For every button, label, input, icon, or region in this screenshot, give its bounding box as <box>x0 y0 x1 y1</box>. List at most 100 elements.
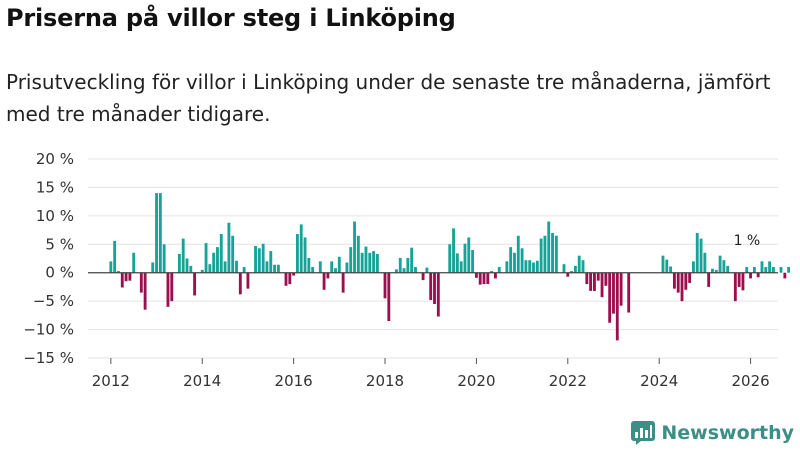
x-tick-label: 2018 <box>366 372 404 390</box>
bar <box>166 272 170 307</box>
bar <box>322 272 326 290</box>
y-tick-label: 0 % <box>45 264 74 282</box>
bar <box>562 264 566 273</box>
bar <box>718 255 722 273</box>
bar <box>509 247 513 273</box>
bar <box>490 271 494 273</box>
bar <box>356 235 360 273</box>
bar <box>676 272 680 293</box>
bar <box>467 237 471 273</box>
bar <box>452 228 455 273</box>
bar <box>307 257 311 273</box>
bar <box>375 253 379 273</box>
bar <box>349 247 353 273</box>
bar <box>692 261 695 273</box>
bar <box>372 251 376 273</box>
bar <box>216 247 219 273</box>
bar <box>177 253 181 273</box>
bar <box>318 261 322 273</box>
bar <box>436 272 440 317</box>
bar <box>345 262 349 273</box>
bar <box>311 267 315 273</box>
bar <box>402 268 406 273</box>
chart-subtitle: Prisutveckling för villor i Linköping un… <box>6 70 771 126</box>
bar <box>665 259 669 273</box>
bar <box>714 269 718 273</box>
bar <box>600 272 604 298</box>
bar <box>170 272 174 302</box>
x-tick-label: 2024 <box>640 372 678 390</box>
bar <box>288 272 292 285</box>
bar <box>448 244 452 273</box>
bar <box>124 272 128 282</box>
bar <box>752 267 756 273</box>
bar <box>688 272 692 283</box>
bar <box>737 272 741 287</box>
bar <box>120 272 124 288</box>
y-tick-label: 5 % <box>45 235 74 253</box>
bar <box>219 234 223 273</box>
bar <box>680 272 684 302</box>
bar <box>749 272 752 279</box>
bar <box>547 221 551 273</box>
bar <box>726 265 730 273</box>
bar <box>113 240 117 273</box>
y-tick-label: 10 % <box>36 207 74 225</box>
bar <box>494 272 497 279</box>
bar <box>619 272 623 306</box>
bar <box>463 243 467 273</box>
bar <box>200 269 204 273</box>
x-tick-label: 2012 <box>92 372 130 390</box>
bar <box>474 272 478 278</box>
bar <box>257 248 261 273</box>
bar <box>513 252 516 273</box>
bar <box>516 235 520 273</box>
bar <box>254 245 257 273</box>
bar <box>265 261 269 273</box>
bar <box>383 272 387 299</box>
bar <box>429 272 433 301</box>
bar <box>158 193 162 273</box>
bar <box>269 251 273 273</box>
bar <box>185 258 189 273</box>
bar <box>596 272 600 281</box>
bar <box>532 262 535 273</box>
bar <box>128 272 132 281</box>
bar <box>482 272 486 285</box>
bar <box>193 272 197 296</box>
bar <box>326 272 330 279</box>
bar <box>478 272 482 285</box>
bar <box>505 261 509 273</box>
bar <box>570 271 574 273</box>
bar <box>768 261 772 273</box>
bar <box>703 252 707 273</box>
bar <box>627 272 631 313</box>
annotations: 1 % <box>734 233 761 249</box>
x-tick-label: 2014 <box>183 372 221 390</box>
y-tick-label: −15 % <box>23 349 74 367</box>
bar <box>284 272 288 286</box>
bar <box>151 262 155 273</box>
bar <box>387 272 391 322</box>
bar <box>771 267 775 273</box>
bar <box>189 265 193 273</box>
y-tick-label: 15 % <box>36 178 74 196</box>
bar <box>699 238 703 273</box>
y-axis: 20 % 15 % 10 % 5 % 0 % −5 % −10 % −15 % <box>23 150 74 367</box>
gridlines <box>88 158 778 359</box>
bar <box>162 244 166 273</box>
bar <box>524 260 528 273</box>
bar <box>455 253 459 273</box>
bar <box>109 261 113 273</box>
bar <box>669 266 673 273</box>
bar <box>139 272 143 293</box>
x-tick-label: 2022 <box>549 372 587 390</box>
bar <box>155 193 158 273</box>
bar <box>353 221 356 273</box>
bar <box>535 260 539 273</box>
bar <box>117 271 120 273</box>
bar <box>573 265 577 273</box>
annotation-label: 1 % <box>734 233 761 249</box>
bar <box>395 269 398 273</box>
